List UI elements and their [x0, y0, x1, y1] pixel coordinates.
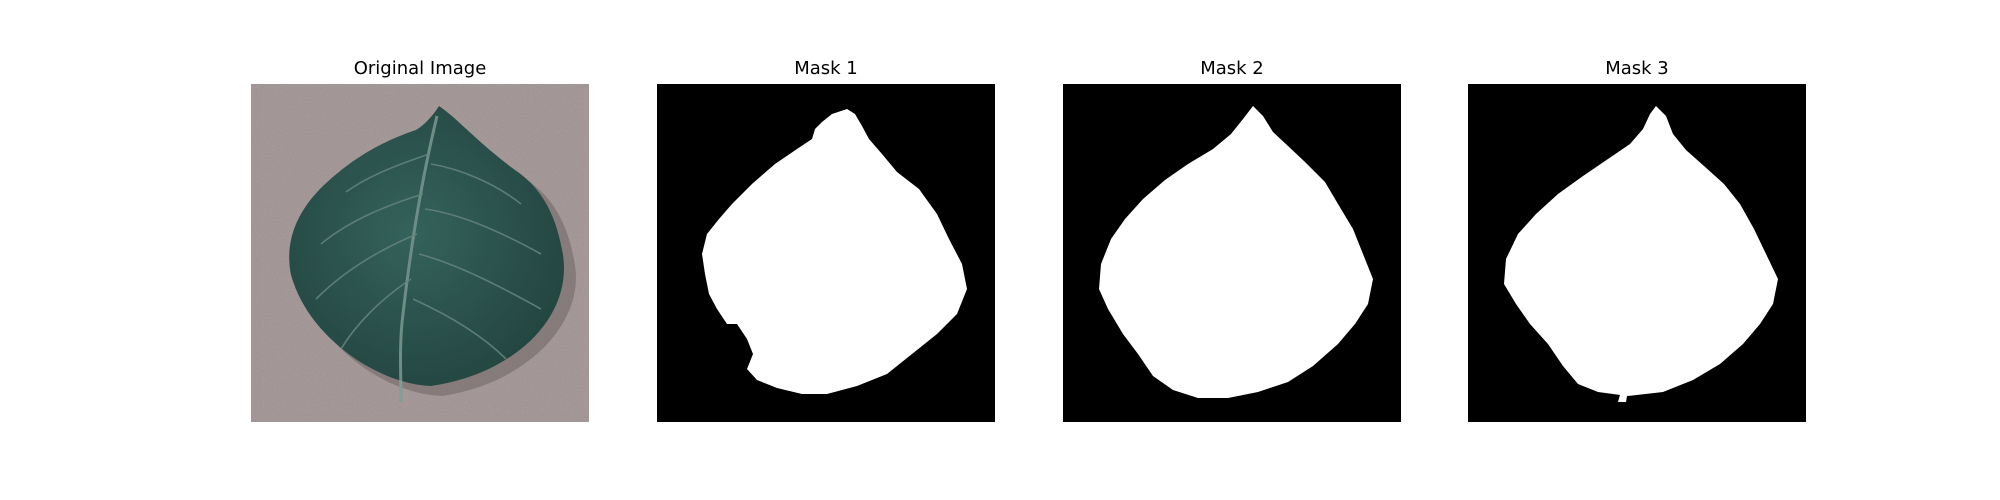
mask-2-image	[1063, 84, 1401, 422]
panel-title: Mask 1	[794, 58, 858, 79]
panel-title: Mask 2	[1200, 58, 1264, 79]
panel-original-image: Original Image	[251, 0, 589, 430]
mask-1-image	[657, 84, 995, 422]
panel-mask-2: Mask 2	[1063, 0, 1401, 430]
panel-title: Mask 3	[1605, 58, 1669, 79]
mask-3-image	[1468, 84, 1806, 422]
panel-mask-1: Mask 1	[657, 0, 995, 430]
panel-mask-3: Mask 3	[1468, 0, 1806, 430]
original-leaf-photo	[251, 84, 589, 422]
panel-title: Original Image	[353, 58, 487, 79]
